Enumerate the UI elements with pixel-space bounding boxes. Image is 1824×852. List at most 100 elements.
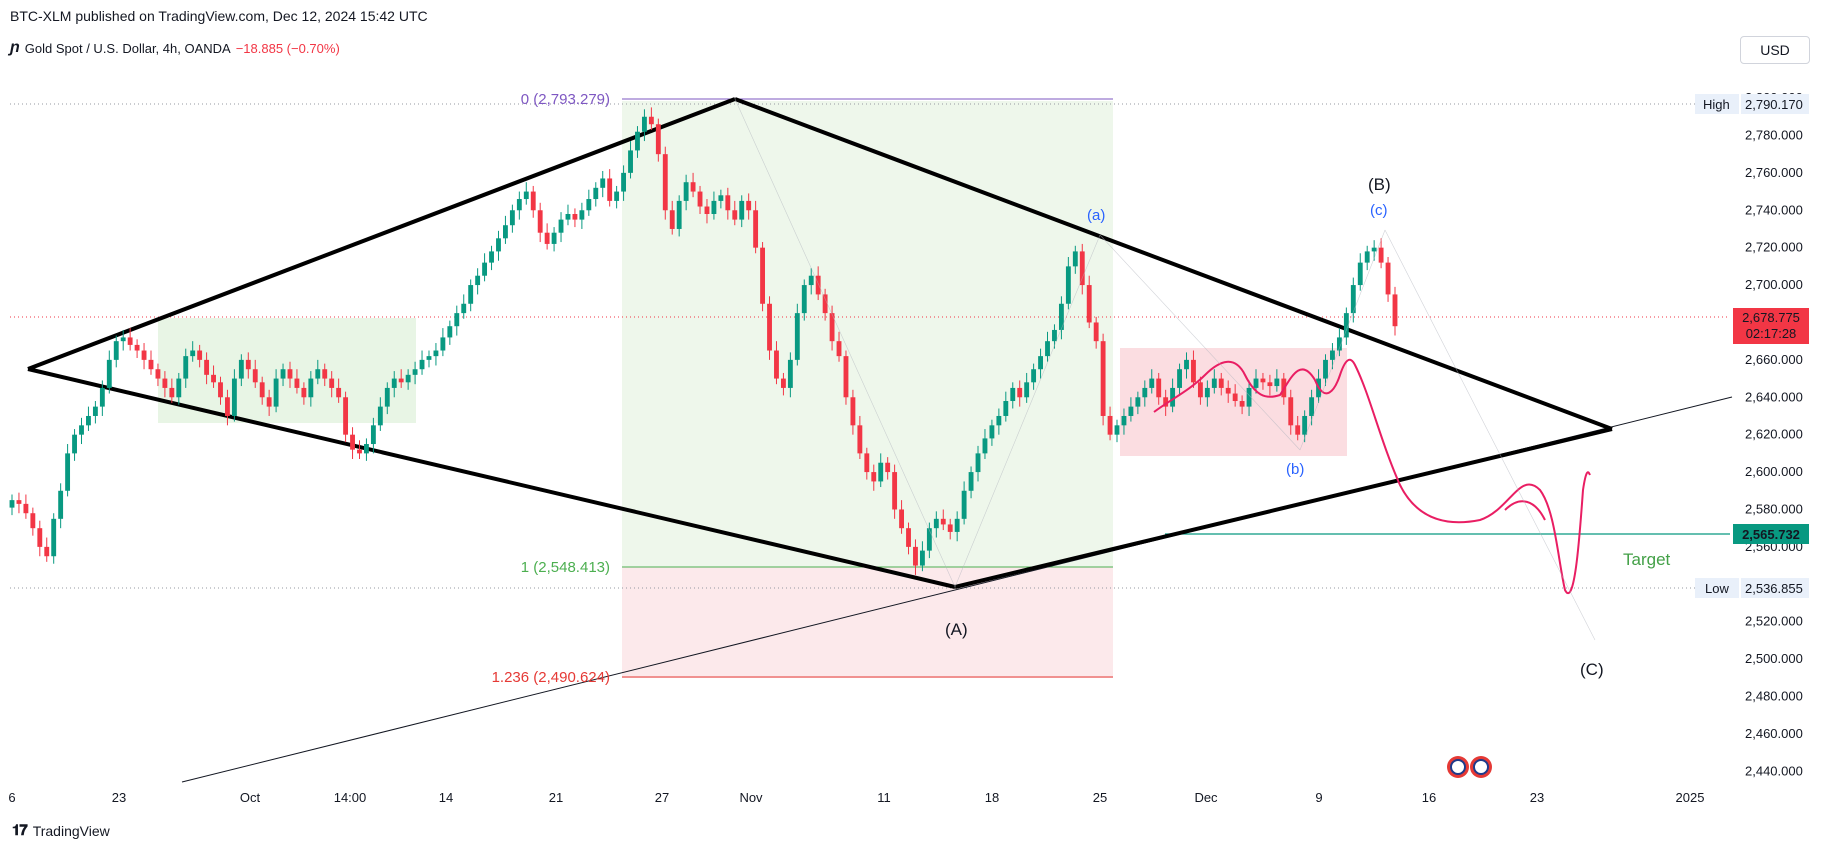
time-axis-tick: 16 xyxy=(1422,790,1436,805)
high-price-tag: High 2,790.170 xyxy=(1695,94,1809,114)
candle-body xyxy=(1309,397,1315,416)
candle-body xyxy=(919,550,925,566)
candle-body xyxy=(155,369,161,379)
candle-body xyxy=(1024,382,1030,398)
candle-body xyxy=(892,472,898,510)
candle-body xyxy=(579,210,585,220)
candle-body xyxy=(106,359,112,388)
price-axis-tick: 2,520.000 xyxy=(1745,614,1803,629)
candle-body xyxy=(99,387,105,407)
candle-body xyxy=(426,356,432,360)
green-zone-left xyxy=(158,318,416,423)
candle-body xyxy=(516,199,522,211)
candle-body xyxy=(322,369,328,379)
price-axis-tick: 2,440.000 xyxy=(1745,763,1803,778)
candle-body xyxy=(259,382,265,398)
candle-body xyxy=(801,285,807,314)
candle-body xyxy=(780,378,786,388)
candle-body xyxy=(1045,341,1050,357)
price-axis-tick: 2,660.000 xyxy=(1745,352,1803,367)
time-axis-tick: Dec xyxy=(1194,790,1218,805)
candle-body xyxy=(218,382,223,398)
candle-body xyxy=(502,225,508,239)
price-axis-tick: 2,460.000 xyxy=(1745,726,1803,741)
target-price-tag: 2,565.732 xyxy=(1733,524,1809,544)
candle-body xyxy=(1149,378,1155,388)
candle-body xyxy=(989,425,995,439)
footer-branding[interactable]: 𝟏𝟕 TradingView xyxy=(12,822,110,839)
candle-body xyxy=(252,369,258,383)
candle-body xyxy=(266,397,272,407)
candle-body xyxy=(1031,369,1037,383)
hand-drawn-projection xyxy=(1153,358,1591,594)
candle-body xyxy=(475,275,481,286)
high-label: High xyxy=(1703,97,1730,112)
candle-body xyxy=(120,337,126,342)
candle-body xyxy=(294,378,300,388)
candle-body xyxy=(1204,387,1210,398)
price-axis[interactable]: 2,440.000 2,460.000 2,480.000 2,500.000 2,52… xyxy=(1745,90,1803,778)
candle-body xyxy=(1295,425,1301,435)
candle-body xyxy=(343,397,349,435)
candle-body xyxy=(1378,247,1384,263)
wave-a-label: (a) xyxy=(1087,207,1105,224)
candle-body xyxy=(1177,369,1182,388)
candle-body xyxy=(86,415,91,426)
candle-body xyxy=(1191,359,1196,383)
candle-body xyxy=(384,387,390,407)
price-axis-tick: 2,780.000 xyxy=(1745,127,1803,142)
candle-body xyxy=(648,116,654,125)
time-axis-tick: 14 xyxy=(439,790,453,805)
candle-body xyxy=(899,509,905,529)
candle-body xyxy=(711,200,717,214)
candle-body xyxy=(1218,378,1224,388)
candle-body xyxy=(926,528,932,551)
candle-body xyxy=(377,406,383,426)
candle-body xyxy=(1343,313,1349,338)
time-axis-tick: 23 xyxy=(112,790,126,805)
candle-body xyxy=(760,247,766,304)
candle-body xyxy=(169,387,175,398)
hand-drawn-hook xyxy=(1504,500,1546,521)
price-change: −18.885 (−0.70%) xyxy=(235,40,340,56)
candle-body xyxy=(30,513,36,529)
candle-body xyxy=(308,378,314,398)
candle-body xyxy=(586,199,592,211)
candle-body xyxy=(885,462,891,473)
candle-body xyxy=(1288,397,1294,426)
candle-body xyxy=(287,369,293,379)
candle-body xyxy=(391,378,397,388)
candle-body xyxy=(211,374,216,383)
candle-body xyxy=(961,490,967,519)
candle-body xyxy=(1323,359,1328,379)
candle-body xyxy=(44,546,50,557)
candle-body xyxy=(148,359,154,370)
candle-body xyxy=(141,350,147,360)
candle-body xyxy=(238,359,244,379)
candle-body xyxy=(787,359,793,388)
candle-body xyxy=(655,124,661,155)
candle-body xyxy=(454,313,460,327)
candle-body xyxy=(593,187,599,200)
diamond-pattern xyxy=(27,97,1613,589)
wave-c-label: (c) xyxy=(1370,202,1388,219)
candle-body xyxy=(843,356,849,398)
candle-body xyxy=(1003,401,1009,416)
candle-body xyxy=(225,397,230,416)
symbol-title: Gold Spot / U.S. Dollar, 4h, OANDA xyxy=(24,40,231,56)
candle-body xyxy=(496,238,501,252)
price-axis-tick: 2,580.000 xyxy=(1745,501,1803,516)
published-by-line: BTC-XLM published on TradingView.com, De… xyxy=(10,8,428,24)
candle-body xyxy=(822,294,828,314)
time-axis-tick: 18 xyxy=(985,790,999,805)
candle-body xyxy=(231,378,237,416)
candle-body xyxy=(1072,251,1078,267)
currency-button[interactable]: USD xyxy=(1740,36,1810,64)
candle-body xyxy=(544,232,550,244)
wave-C-label: (C) xyxy=(1580,660,1604,679)
time-axis[interactable]: 6 23 Oct 14:00 14 21 27 Nov 11 18 25 Dec 9 16 23 2025 xyxy=(8,790,1704,805)
bar-countdown: 02:17:28 xyxy=(1746,326,1797,341)
event-flags-icon[interactable] xyxy=(1447,756,1492,778)
candle-body xyxy=(16,500,22,504)
